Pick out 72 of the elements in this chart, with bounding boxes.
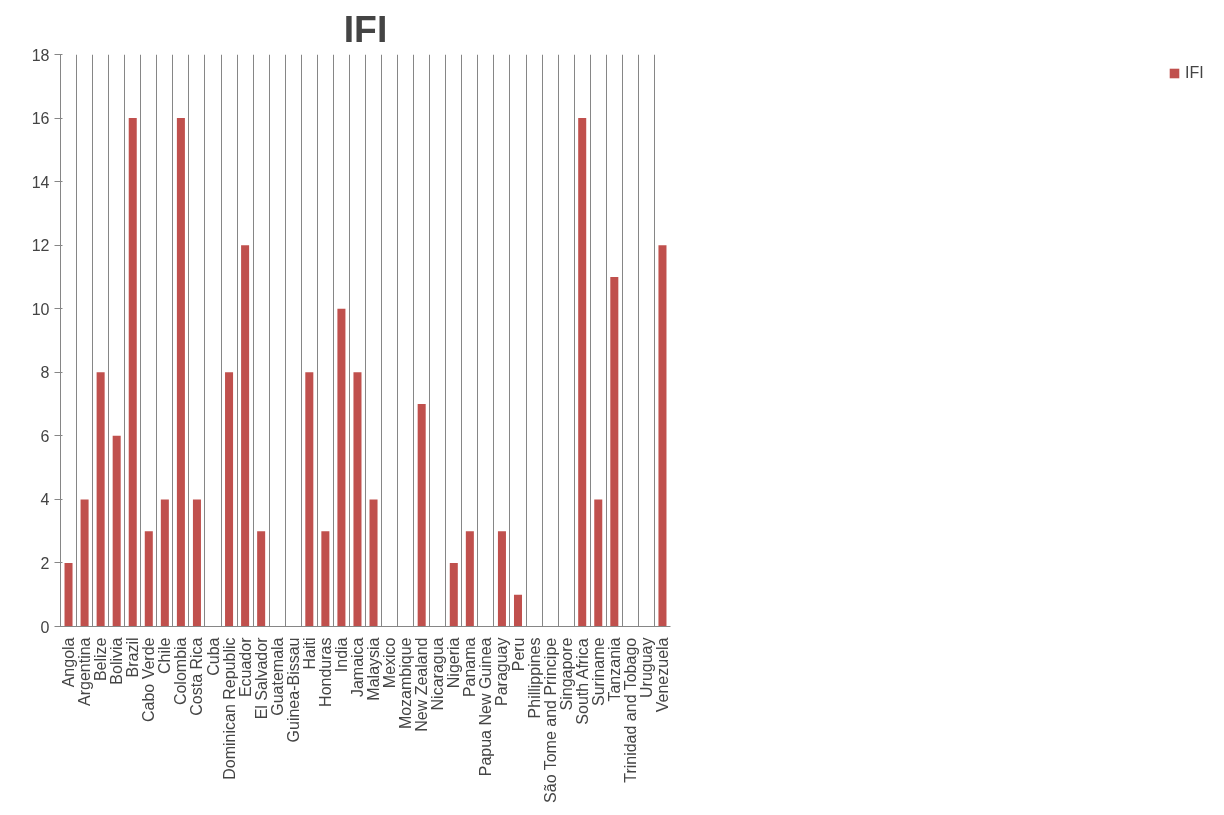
bar bbox=[192, 499, 201, 627]
x-tick-label: Panama bbox=[461, 637, 479, 698]
bar bbox=[497, 531, 506, 627]
bar bbox=[513, 594, 523, 627]
bar bbox=[241, 245, 250, 627]
bar bbox=[144, 531, 153, 627]
bar bbox=[225, 372, 234, 627]
y-tick-label: 18 bbox=[31, 46, 50, 64]
bar bbox=[257, 531, 266, 627]
bar bbox=[353, 372, 362, 627]
bar bbox=[417, 404, 426, 627]
x-tick-label: Ecuador bbox=[236, 636, 254, 698]
y-tick-label: 0 bbox=[40, 618, 50, 636]
chart-title: IFI bbox=[343, 7, 388, 50]
y-tick-label: 2 bbox=[40, 554, 50, 572]
bar bbox=[96, 372, 105, 627]
x-tick-label: Guatemala bbox=[268, 637, 286, 716]
legend-label: IFI bbox=[1185, 64, 1205, 82]
x-tick-label: India bbox=[332, 637, 350, 673]
x-tick-label: Phillippines bbox=[525, 637, 543, 719]
x-tick-label: Colombia bbox=[172, 637, 190, 706]
x-tick-label: Angola bbox=[60, 637, 78, 688]
x-tick-label: Peru bbox=[509, 637, 527, 672]
bar bbox=[160, 499, 169, 627]
x-tick-label: Chile bbox=[156, 637, 174, 674]
y-tick-label: 10 bbox=[31, 300, 50, 318]
x-tick-label: Bolivia bbox=[108, 637, 126, 685]
bar bbox=[465, 531, 474, 627]
x-tick-label: Tanzania bbox=[605, 637, 623, 702]
y-tick-label: 8 bbox=[40, 364, 50, 382]
y-tick-label: 16 bbox=[31, 110, 50, 128]
x-tick-label: New Zealand bbox=[413, 637, 431, 732]
x-tick-label: Trinidad and Tobago bbox=[621, 637, 639, 783]
bar bbox=[578, 118, 587, 627]
bar bbox=[337, 308, 346, 627]
y-tick-label: 6 bbox=[40, 427, 50, 445]
bar bbox=[449, 562, 458, 627]
bar bbox=[112, 435, 121, 627]
x-tick-label: Mexico bbox=[381, 637, 399, 689]
x-tick-label: Brazil bbox=[124, 637, 142, 678]
x-tick-label: Nicaragua bbox=[429, 637, 447, 711]
x-tick-label: El Salvador bbox=[252, 636, 270, 720]
x-tick-label: Dominican Republic bbox=[220, 637, 238, 780]
x-tick-label: Papua New Guinea bbox=[477, 637, 495, 777]
bar bbox=[176, 118, 185, 627]
x-tick-label: Suriname bbox=[589, 637, 607, 706]
x-tick-label: Jamaica bbox=[348, 637, 366, 698]
x-tick-label: Cabo Verde bbox=[140, 637, 158, 723]
x-tick-label: Guinea-Bissau bbox=[284, 637, 302, 743]
bar bbox=[128, 118, 137, 627]
x-tick-label: Costa Rica bbox=[188, 637, 206, 716]
x-tick-label: Honduras bbox=[316, 637, 334, 707]
y-tick-label: 12 bbox=[31, 237, 50, 255]
x-tick-label: São Tome and Principe bbox=[541, 637, 559, 803]
bar bbox=[658, 245, 667, 627]
y-tick-label: 14 bbox=[31, 173, 50, 191]
bar bbox=[369, 499, 378, 627]
y-tick-label: 4 bbox=[40, 491, 50, 509]
x-tick-label: Argentina bbox=[76, 637, 94, 706]
x-tick-label: Haiti bbox=[300, 637, 318, 670]
bar bbox=[305, 372, 314, 627]
x-tick-label: Mozambique bbox=[397, 637, 415, 730]
bar bbox=[610, 276, 619, 627]
bar bbox=[594, 499, 603, 627]
x-tick-label: Cuba bbox=[204, 637, 222, 676]
x-tick-label: Paraguay bbox=[493, 637, 511, 706]
bar bbox=[321, 531, 330, 627]
x-tick-label: Belize bbox=[92, 637, 110, 682]
x-tick-label: Nigeria bbox=[445, 637, 463, 689]
bar bbox=[80, 499, 89, 627]
bar bbox=[64, 562, 73, 627]
x-tick-label: Malaysia bbox=[365, 637, 383, 701]
